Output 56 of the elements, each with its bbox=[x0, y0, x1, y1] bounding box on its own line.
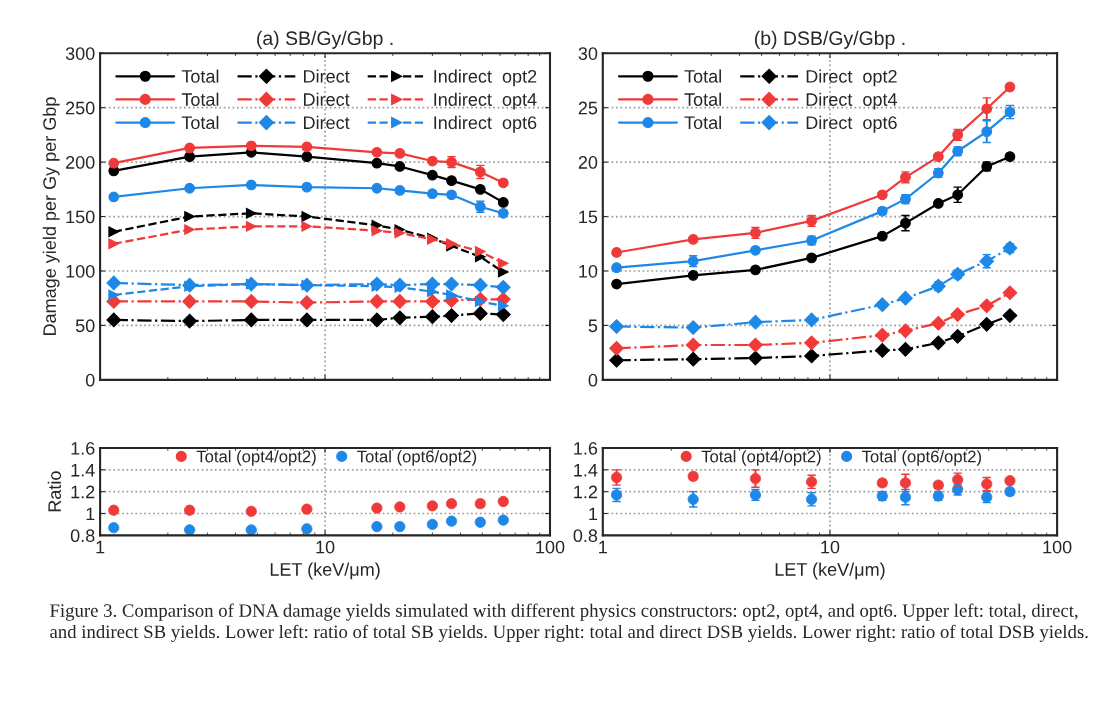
x-axis-title: LET (keV/μm) bbox=[270, 562, 380, 580]
legend-label: Total (opt6/opt2) bbox=[861, 450, 982, 466]
x-tick-label: 100 bbox=[536, 540, 565, 554]
legend-label: Total bbox=[684, 92, 721, 106]
y-tick-label: 150 bbox=[66, 210, 95, 224]
y-tick-label: 250 bbox=[66, 101, 95, 115]
y-tick-label: 25 bbox=[578, 101, 598, 115]
y-tick-label: 1.2 bbox=[71, 485, 95, 499]
y-tick-label: 100 bbox=[66, 264, 95, 278]
x-tick-label: 10 bbox=[821, 540, 840, 554]
x-axis-title: LET (keV/μm) bbox=[775, 562, 885, 580]
legend-label: Indirect opt6 bbox=[434, 115, 537, 133]
legend-label: Indirect opt4 bbox=[434, 92, 537, 110]
legend-label: Direct bbox=[304, 92, 350, 106]
y-tick-label: 0.8 bbox=[70, 529, 95, 543]
y-axis-title: Ratio bbox=[47, 471, 62, 512]
x-tick-label: 1 bbox=[599, 540, 607, 554]
legend-label: Total bbox=[181, 69, 219, 83]
y-tick-label: 1 bbox=[86, 507, 95, 521]
y-tick-label: 20 bbox=[578, 156, 598, 169]
chart-title: (b) DSB/Gy/Gbp . bbox=[754, 30, 905, 49]
y-tick-label: 200 bbox=[66, 156, 95, 169]
y-tick-label: 1.2 bbox=[574, 485, 598, 499]
y-tick-label: 0.8 bbox=[573, 529, 598, 543]
legend-label: Total (opt4/opt2) bbox=[701, 450, 821, 466]
x-tick-label: 1 bbox=[96, 540, 105, 554]
y-tick-label: 1.6 bbox=[71, 441, 95, 455]
legend-label: Direct bbox=[304, 69, 350, 83]
legend-label: Total bbox=[181, 92, 219, 106]
caption: Figure 3. Comparison of DNA damage yields simulated with different physics constructors: opt2, opt4, and opt6. Upper left: total, direct, and indirect SB yields. Lower left: ratio of total SB yields. Upper right: total and direct DSB yields. Lower right: ratio of total DSB yields. bbox=[50, 603, 1088, 642]
legend-label: Total bbox=[181, 115, 219, 130]
legend-label: Total bbox=[684, 69, 721, 83]
y-tick-label: 1 bbox=[589, 507, 598, 521]
legend-label: Total (opt4/opt2) bbox=[196, 450, 316, 466]
legend-label: Direct bbox=[304, 115, 350, 130]
y-tick-label: 15 bbox=[579, 210, 598, 224]
legend-label: Total (opt6/opt2) bbox=[357, 450, 477, 466]
chart-title: (a) SB/Gy/Gbp . bbox=[257, 30, 393, 49]
legend-label: Direct opt2 bbox=[806, 69, 897, 87]
y-axis-title: Damage yield per Gy per Gbp bbox=[42, 97, 60, 335]
y-tick-label: 50 bbox=[75, 319, 95, 333]
x-tick-label: 10 bbox=[316, 540, 335, 554]
y-tick-label: 0 bbox=[588, 373, 598, 387]
legend-label: Direct opt6 bbox=[806, 115, 897, 133]
y-tick-label: 300 bbox=[65, 47, 95, 60]
y-tick-label: 1.6 bbox=[574, 441, 598, 455]
y-tick-label: 5 bbox=[588, 319, 598, 333]
legend-label: Indirect opt2 bbox=[434, 69, 537, 87]
y-tick-label: 1.4 bbox=[71, 463, 95, 477]
y-tick-label: 30 bbox=[578, 47, 598, 60]
y-tick-label: 10 bbox=[579, 264, 598, 278]
legend-label: Total bbox=[684, 115, 721, 130]
x-tick-label: 100 bbox=[1043, 540, 1072, 554]
y-tick-label: 1.4 bbox=[574, 463, 598, 477]
y-tick-label: 0 bbox=[85, 373, 95, 387]
legend-label: Direct opt4 bbox=[806, 92, 898, 110]
